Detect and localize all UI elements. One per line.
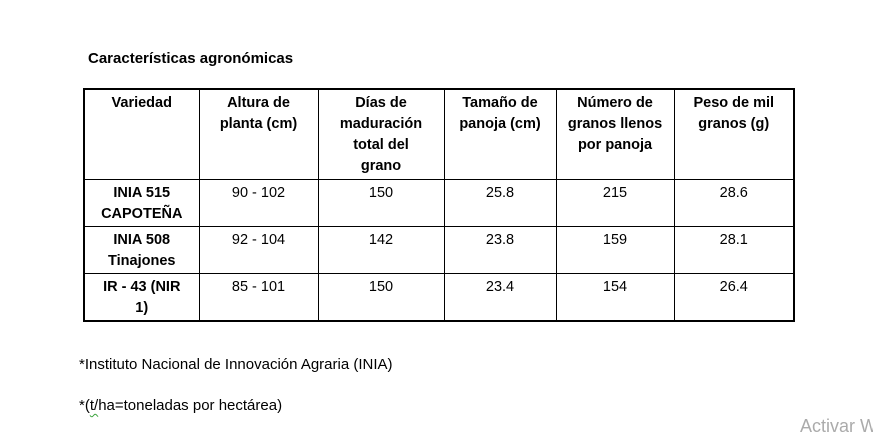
cell-variety: INIA 508 Tinajones <box>83 226 200 274</box>
column-header-altura: Altura de planta (cm) <box>198 88 319 180</box>
cell-tamano: 23.8 <box>443 226 557 274</box>
cell-altura: 92 - 104 <box>198 226 319 274</box>
cell-dias: 150 <box>317 179 445 227</box>
cell-peso: 28.1 <box>673 226 795 274</box>
section-title: Características agronómicas <box>88 50 294 67</box>
cell-variety: IR - 43 (NIR 1) <box>83 273 200 322</box>
footnote-inia: *Instituto Nacional de Innovación Agrari… <box>79 356 393 373</box>
cell-granos: 159 <box>555 226 675 274</box>
agronomic-characteristics-table: Variedad Altura de planta (cm) Días de m… <box>83 88 795 322</box>
spellcheck-underline: t/ <box>89 397 99 414</box>
column-header-peso-mil-granos: Peso de mil granos (g) <box>673 88 795 180</box>
cell-dias: 142 <box>317 226 445 274</box>
cell-tamano: 25.8 <box>443 179 557 227</box>
column-header-variedad: Variedad <box>83 88 200 180</box>
cell-dias: 150 <box>317 273 445 322</box>
cell-granos: 215 <box>555 179 675 227</box>
column-header-dias-maduracion: Días de maduración total del grano <box>317 88 445 180</box>
cell-altura: 90 - 102 <box>198 179 319 227</box>
footnote-tha-prefix: *( <box>79 397 90 414</box>
cell-granos: 154 <box>555 273 675 322</box>
table-row: INIA 508 Tinajones 92 - 104 142 23.8 159… <box>83 226 795 274</box>
cell-peso: 26.4 <box>673 273 795 322</box>
cell-peso: 28.6 <box>673 179 795 227</box>
table-row: IR - 43 (NIR 1) 85 - 101 150 23.4 154 26… <box>83 273 795 322</box>
footnote-tha-suffix: ha=toneladas por hectárea) <box>98 397 283 414</box>
cell-variety: INIA 515 CAPOTEÑA <box>83 179 200 227</box>
cell-altura: 85 - 101 <box>198 273 319 322</box>
column-header-tamano-panoja: Tamaño de panoja (cm) <box>443 88 557 180</box>
cell-tamano: 23.4 <box>443 273 557 322</box>
table-row: INIA 515 CAPOTEÑA 90 - 102 150 25.8 215 … <box>83 179 795 227</box>
footnote-tha: *(t/ha=toneladas por hectárea) <box>79 397 282 414</box>
column-header-granos-llenos: Número de granos llenos por panoja <box>555 88 675 180</box>
table-header-row: Variedad Altura de planta (cm) Días de m… <box>83 88 795 180</box>
activate-windows-watermark: Activar W <box>800 416 873 436</box>
